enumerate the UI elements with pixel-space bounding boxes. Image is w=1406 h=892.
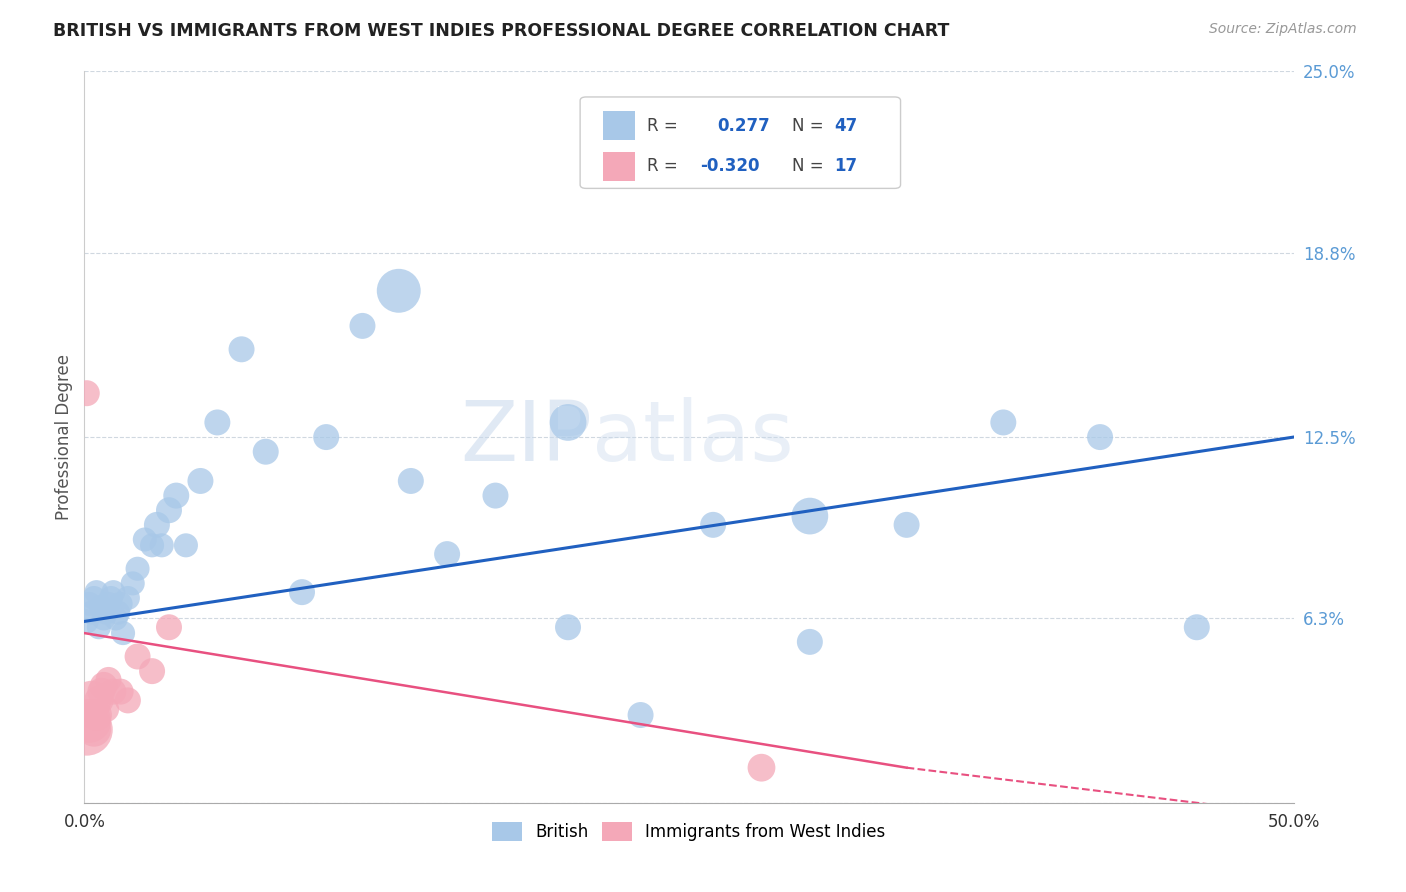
Point — [231, 343, 253, 357]
Point — [93, 679, 115, 693]
Point — [134, 533, 156, 547]
Point — [94, 606, 117, 620]
Text: 17: 17 — [834, 157, 858, 175]
Point — [291, 585, 314, 599]
Point — [436, 547, 458, 561]
Point — [103, 684, 125, 698]
Point — [86, 708, 108, 723]
Point — [76, 615, 98, 629]
Point — [207, 416, 229, 430]
Legend: British, Immigrants from West Indies: British, Immigrants from West Indies — [484, 814, 894, 849]
Point — [90, 684, 112, 698]
Point — [993, 416, 1015, 430]
Point — [127, 562, 149, 576]
Point — [83, 591, 105, 605]
Point — [117, 591, 139, 605]
Point — [83, 723, 105, 737]
Point — [127, 649, 149, 664]
Point — [388, 284, 411, 298]
Point — [97, 597, 120, 611]
Point — [141, 664, 163, 678]
Text: -0.320: -0.320 — [700, 157, 759, 175]
Text: R =: R = — [647, 117, 678, 135]
Point — [557, 416, 579, 430]
Point — [94, 702, 117, 716]
Point — [1185, 620, 1208, 634]
Point — [110, 684, 132, 698]
Point — [630, 708, 652, 723]
Point — [93, 611, 115, 625]
Text: N =: N = — [792, 157, 824, 175]
Point — [104, 611, 127, 625]
Point — [90, 599, 112, 614]
Text: N =: N = — [792, 117, 824, 135]
Text: Source: ZipAtlas.com: Source: ZipAtlas.com — [1209, 22, 1357, 37]
Point — [77, 714, 100, 728]
Point — [702, 517, 724, 532]
Point — [76, 386, 98, 401]
FancyBboxPatch shape — [581, 97, 901, 188]
Point — [399, 474, 422, 488]
Point — [87, 620, 110, 634]
Point — [157, 620, 180, 634]
Point — [751, 761, 773, 775]
Point — [557, 620, 579, 634]
Point — [100, 591, 122, 605]
Point — [484, 489, 506, 503]
Point — [76, 723, 98, 737]
Point — [86, 585, 108, 599]
Point — [80, 606, 103, 620]
Text: 47: 47 — [834, 117, 858, 135]
Point — [315, 430, 337, 444]
Point — [146, 517, 169, 532]
Point — [112, 626, 135, 640]
Point — [190, 474, 212, 488]
Point — [141, 538, 163, 552]
Point — [103, 585, 125, 599]
Point — [77, 597, 100, 611]
Text: 0.277: 0.277 — [717, 117, 769, 135]
Point — [107, 606, 129, 620]
Bar — [603, 112, 634, 140]
Point — [97, 673, 120, 687]
Bar — [603, 152, 634, 181]
Point — [117, 693, 139, 707]
Point — [1088, 430, 1111, 444]
Point — [174, 538, 197, 552]
Text: R =: R = — [647, 157, 678, 175]
Point — [110, 597, 132, 611]
Point — [150, 538, 173, 552]
Point — [165, 489, 187, 503]
Point — [87, 693, 110, 707]
Text: ZIP: ZIP — [460, 397, 592, 477]
Point — [896, 517, 918, 532]
Y-axis label: Professional Degree: Professional Degree — [55, 354, 73, 520]
Point — [121, 576, 143, 591]
Text: atlas: atlas — [592, 397, 794, 477]
Point — [157, 503, 180, 517]
Point — [254, 444, 277, 458]
Point — [352, 318, 374, 333]
Text: BRITISH VS IMMIGRANTS FROM WEST INDIES PROFESSIONAL DEGREE CORRELATION CHART: BRITISH VS IMMIGRANTS FROM WEST INDIES P… — [53, 22, 950, 40]
Point — [799, 509, 821, 524]
Point — [799, 635, 821, 649]
Point — [80, 693, 103, 707]
